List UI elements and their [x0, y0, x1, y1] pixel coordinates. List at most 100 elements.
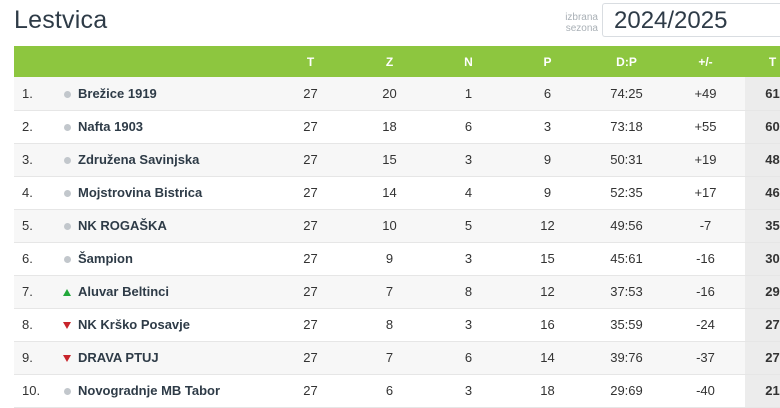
- lost-cell: 16: [540, 317, 555, 332]
- rank-cell: 4.: [22, 185, 33, 200]
- diff-cell: -24: [696, 317, 715, 332]
- goals-cell: 39:76: [610, 350, 643, 365]
- team-name[interactable]: Novogradnje MB Tabor: [78, 383, 221, 398]
- standings-body: 1. Brežice 1919 27 20 1 6 74:25 +49 61 2. Nafta 19…: [14, 77, 780, 407]
- points-cell: 61: [745, 77, 780, 110]
- team-name[interactable]: Združena Savinjska: [78, 152, 200, 167]
- table-header-row: T Z N P D:P +/- T: [14, 46, 780, 77]
- lost-cell: 9: [543, 185, 552, 200]
- rank-cell: 7.: [22, 284, 33, 299]
- table-row: 10. Novogradnje MB Tabor 27 6 3 18 29:69 -40 21: [14, 374, 780, 407]
- col-header-goals[interactable]: D:P: [616, 54, 637, 69]
- diff-cell: +17: [694, 185, 717, 200]
- table-row: 2. Nafta 1903 27 18 6 3 73:18 +55 60: [14, 110, 780, 143]
- lost-cell: 12: [540, 218, 555, 233]
- goals-cell: 52:35: [610, 185, 643, 200]
- lost-cell: 3: [543, 119, 552, 134]
- lost-cell: 9: [543, 152, 552, 167]
- trend-cell: [56, 242, 78, 275]
- points-cell: 35: [745, 209, 780, 242]
- diff-cell: -16: [696, 251, 715, 266]
- goals-cell: 74:25: [610, 85, 643, 101]
- played-cell: 27: [303, 185, 318, 200]
- diff-cell: +49: [694, 85, 717, 101]
- trend-same-icon: [63, 190, 71, 198]
- col-header-won[interactable]: Z: [385, 54, 394, 69]
- rank-cell: 8.: [22, 317, 33, 332]
- goals-cell: 37:53: [610, 284, 643, 299]
- goals-cell: 73:18: [610, 119, 643, 134]
- played-cell: 27: [303, 218, 318, 233]
- trend-cell: [56, 209, 78, 242]
- team-name[interactable]: Šampion: [78, 251, 133, 266]
- trend-up-icon: [63, 289, 71, 297]
- diff-cell: -37: [696, 350, 715, 365]
- trend-same-icon: [63, 388, 71, 396]
- season-select[interactable]: 2024/2025: [602, 3, 780, 37]
- goals-cell: 29:69: [610, 383, 643, 398]
- goals-cell: 49:56: [610, 218, 643, 233]
- goals-cell: 50:31: [610, 152, 643, 167]
- played-cell: 27: [303, 119, 318, 134]
- won-cell: 15: [382, 152, 397, 167]
- page-title: Lestvica: [14, 6, 108, 34]
- played-cell: 27: [303, 350, 318, 365]
- trend-down-icon: [63, 322, 71, 330]
- col-header-rank: [14, 46, 56, 77]
- table-row: 7. Aluvar Beltinci 27 7 8 12 37:53 -16 29: [14, 275, 780, 308]
- won-cell: 20: [382, 85, 397, 101]
- lost-cell: 12: [540, 284, 555, 299]
- team-name[interactable]: NK ROGAŠKA: [78, 218, 167, 233]
- col-header-lost[interactable]: P: [543, 54, 552, 69]
- points-cell: 46: [745, 176, 780, 209]
- lost-cell: 14: [540, 350, 555, 365]
- rank-cell: 1.: [22, 85, 33, 101]
- trend-same-icon: [63, 256, 71, 264]
- table-row: 1. Brežice 1919 27 20 1 6 74:25 +49 61: [14, 77, 780, 110]
- points-cell: 29: [745, 275, 780, 308]
- table-row: 9. DRAVA PTUJ 27 7 6 14 39:76 -37 27: [14, 341, 780, 374]
- diff-cell: +55: [694, 119, 717, 134]
- trend-cell: [56, 176, 78, 209]
- points-cell: 48: [745, 143, 780, 176]
- rank-cell: 2.: [22, 119, 33, 134]
- drawn-cell: 3: [464, 152, 473, 167]
- played-cell: 27: [303, 383, 318, 398]
- rank-cell: 10.: [22, 383, 41, 398]
- lost-cell: 15: [540, 251, 555, 266]
- drawn-cell: 6: [464, 350, 473, 365]
- table-row: 6. Šampion 27 9 3 15 45:61 -16 30: [14, 242, 780, 275]
- col-header-played[interactable]: T: [306, 54, 315, 69]
- won-cell: 14: [382, 185, 397, 200]
- goals-cell: 35:59: [610, 317, 643, 332]
- table-row: 3. Združena Savinjska 27 15 3 9 50:31 +19 48: [14, 143, 780, 176]
- trend-same-icon: [63, 90, 71, 98]
- table-row: 5. NK ROGAŠKA 27 10 5 12 49:56 -7 35: [14, 209, 780, 242]
- trend-same-icon: [63, 124, 71, 132]
- played-cell: 27: [303, 317, 318, 332]
- drawn-cell: 3: [464, 383, 473, 398]
- team-name[interactable]: NK Krško Posavje: [78, 317, 190, 332]
- trend-cell: [56, 110, 78, 143]
- team-name[interactable]: Brežice 1919: [78, 85, 157, 101]
- team-name[interactable]: Nafta 1903: [78, 119, 144, 134]
- col-header-drawn[interactable]: N: [464, 54, 473, 69]
- won-cell: 7: [385, 284, 394, 299]
- table-row: 8. NK Krško Posavje 27 8 3 16 35:59 -24 27: [14, 308, 780, 341]
- col-header-diff[interactable]: +/-: [698, 54, 713, 69]
- trend-cell: [56, 374, 78, 407]
- season-label-line1: izbrana: [565, 12, 598, 23]
- team-name[interactable]: Aluvar Beltinci: [78, 284, 170, 299]
- won-cell: 18: [382, 119, 397, 134]
- points-cell: 27: [745, 341, 780, 374]
- diff-cell: -7: [699, 218, 712, 233]
- col-header-points[interactable]: T: [745, 46, 780, 77]
- team-name[interactable]: Mojstrovina Bistrica: [78, 185, 203, 200]
- rank-cell: 9.: [22, 350, 33, 365]
- goals-cell: 45:61: [610, 251, 643, 266]
- won-cell: 7: [385, 350, 394, 365]
- drawn-cell: 5: [464, 218, 473, 233]
- played-cell: 27: [303, 284, 318, 299]
- team-name[interactable]: DRAVA PTUJ: [78, 350, 159, 365]
- rank-cell: 6.: [22, 251, 33, 266]
